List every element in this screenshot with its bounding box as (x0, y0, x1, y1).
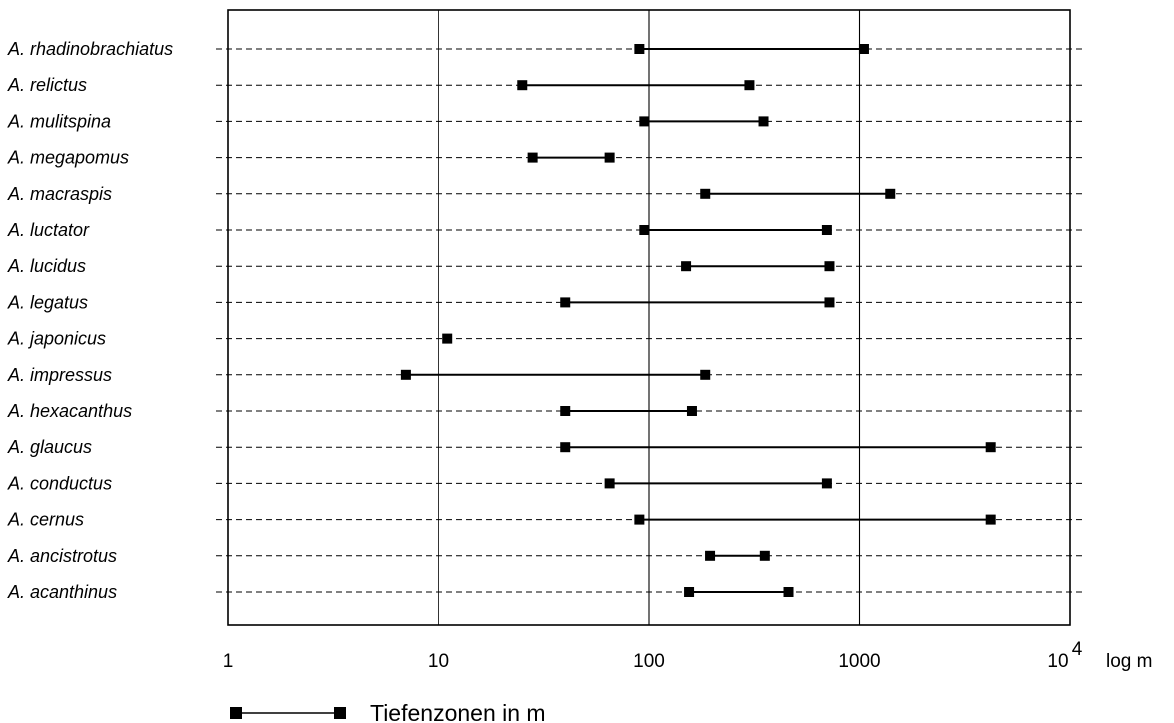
range-min-marker (681, 261, 692, 272)
category-label: A. legatus (7, 292, 88, 312)
x-tick-label: 10 (428, 651, 449, 672)
range-min-marker (560, 297, 571, 308)
range-max-marker (759, 550, 770, 561)
range-4 (527, 152, 615, 163)
x-tick-label: 1 (223, 651, 234, 672)
range-8 (560, 297, 835, 308)
range-5 (700, 188, 896, 199)
range-min-marker (604, 478, 615, 489)
range-9 (442, 333, 453, 344)
x-tick-label: 100 (633, 651, 665, 672)
category-label: A. megapomus (7, 148, 129, 168)
range-min-marker (442, 333, 453, 344)
range-min-marker (634, 514, 645, 525)
range-12 (560, 442, 996, 453)
x-tick-label-last: 10 (1047, 651, 1068, 672)
x-tick-label: 1000 (838, 651, 880, 672)
range-7 (681, 261, 835, 272)
range-max-marker (700, 369, 711, 380)
range-max-marker (824, 261, 835, 272)
range-max-marker (821, 225, 832, 235)
x-tick-label-exponent: 4 (1072, 639, 1083, 660)
range-6 (639, 225, 832, 235)
range-13 (604, 478, 832, 489)
category-label: A. conductus (7, 473, 112, 493)
range-min-marker (639, 225, 650, 235)
range-max-marker (885, 188, 896, 199)
range-min-marker (517, 80, 528, 91)
legend-label: Tiefenzonen in m (370, 700, 546, 723)
range-max-marker (783, 587, 794, 597)
range-min-marker (560, 406, 571, 416)
range-2 (517, 80, 755, 91)
range-max-marker (744, 80, 755, 91)
category-label: A. lucidus (7, 256, 86, 276)
range-15 (705, 550, 770, 561)
range-11 (560, 406, 697, 416)
category-label: A. luctator (7, 220, 90, 240)
category-label: A. rhadinobrachiatus (7, 39, 173, 59)
category-label: A. hexacanthus (7, 401, 132, 421)
category-rows: A. rhadinobrachiatus A. relictus A. mulits… (7, 39, 1082, 602)
range-max-marker (821, 478, 832, 489)
range-max-marker (758, 116, 769, 127)
category-label: A. cernus (7, 510, 84, 530)
range-14 (634, 514, 996, 525)
range-16 (684, 587, 794, 597)
range-max-marker (985, 514, 996, 525)
category-label: A. mulitspina (7, 111, 111, 131)
range-min-marker (705, 550, 716, 561)
range-10 (400, 369, 711, 380)
range-3 (639, 116, 769, 127)
category-label: A. acanthinus (7, 582, 117, 602)
range-min-marker (560, 442, 571, 453)
category-label: A. impressus (7, 365, 112, 385)
category-label: A. ancistrotus (7, 546, 117, 566)
range-max-marker (686, 406, 697, 416)
legend-marker-right (334, 707, 346, 719)
range-min-marker (639, 116, 650, 127)
category-label: A. japonicus (7, 329, 106, 349)
category-label: A. glaucus (7, 437, 92, 457)
range-min-marker (700, 188, 711, 199)
plot-frame (227, 9, 1071, 626)
category-label: A. macraspis (7, 184, 112, 204)
range-min-marker (527, 152, 538, 163)
grid (438, 10, 861, 625)
legend-marker-left (230, 707, 242, 719)
range-max-marker (824, 297, 835, 308)
range-1 (634, 44, 869, 54)
category-label: A. relictus (7, 75, 87, 95)
range-min-marker (684, 587, 695, 597)
range-min-marker (634, 44, 645, 54)
range-series (400, 44, 996, 597)
range-max-marker (985, 442, 996, 453)
range-max-marker (604, 152, 615, 163)
legend: Tiefenzonen in m (230, 700, 546, 723)
range-min-marker (400, 369, 411, 380)
x-axis-unit-label: log m (1106, 651, 1152, 672)
range-max-marker (858, 44, 869, 54)
